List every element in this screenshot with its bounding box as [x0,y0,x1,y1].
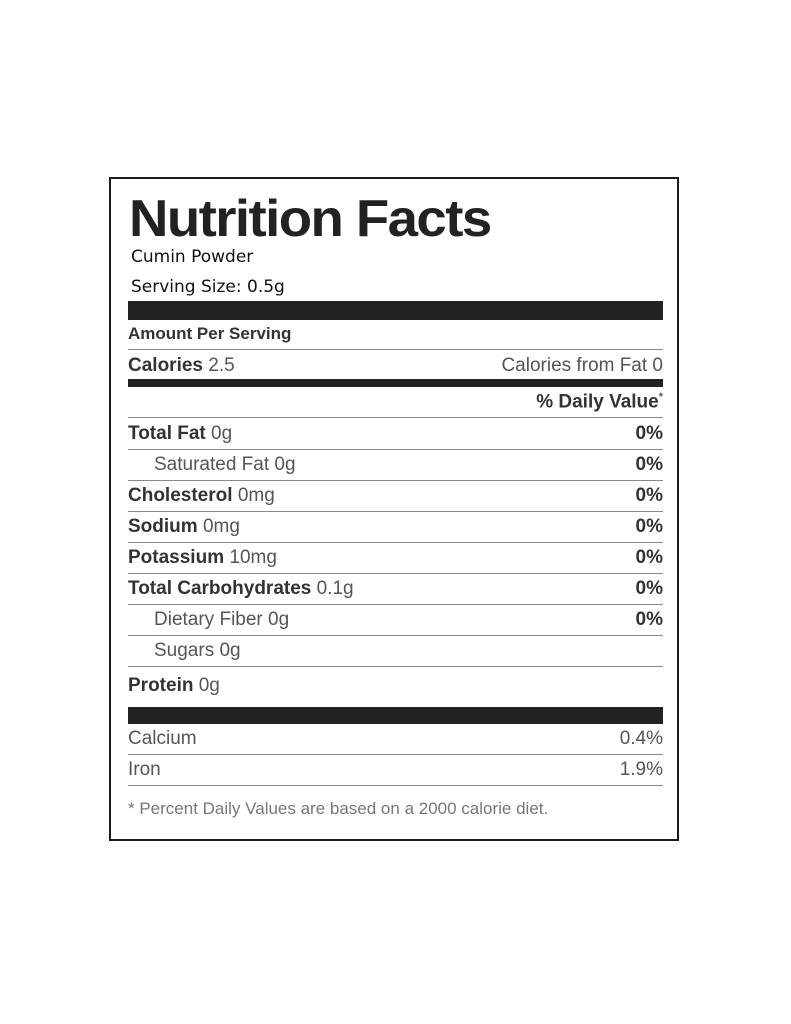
serving-size: Serving Size: 0.5g [131,277,285,297]
thick-divider [128,301,663,320]
vitamin-name: Calcium [128,728,197,749]
nutrient-row: Dietary Fiber 0g 0% [128,605,663,636]
calories-value: 2.5 [208,354,235,376]
nutrient-amount: 0.1g [316,578,354,599]
nutrient-row: Total Carbohydrates 0.1g 0% [128,574,663,605]
label-title: Nutrition Facts [129,190,492,248]
nutrient-daily-value: 0% [635,423,663,444]
nutrient-name: Protein [128,674,194,696]
nutrient-name: Total Carbohydrates [128,578,312,599]
medium-divider [128,379,663,387]
vitamin-row: Iron 1.9% [128,755,663,786]
nutrient-daily-value: 0% [635,516,663,537]
daily-value-asterisk: * [658,390,663,403]
calories-label: Calories [128,354,203,376]
nutrition-facts-label: Nutrition Facts Cumin Powder Serving Siz… [109,177,679,841]
nutrient-daily-value: 0% [635,578,663,599]
vitamin-row: Calcium 0.4% [128,724,663,755]
calories-from-fat: Calories from Fat 0 [501,354,663,376]
calories-row: Calories 2.5 Calories from Fat 0 [128,350,663,381]
nutrient-amount: 10mg [229,547,277,568]
nutrient-daily-value: 0% [635,609,663,630]
nutrient-amount: 0g [274,454,296,475]
nutrient-amount: 0g [211,423,233,444]
nutrient-row: Protein 0g [128,670,663,701]
product-name: Cumin Powder [131,247,254,267]
nutrient-name: Cholesterol [128,485,233,506]
nutrient-name: Sugars [154,640,215,661]
nutrient-amount: 0mg [202,516,240,537]
nutrient-amount: 0g [268,609,290,630]
daily-values-footnote: * Percent Daily Values are based on a 20… [128,799,549,818]
amount-per-serving: Amount Per Serving [128,324,292,343]
nutrient-row: Sugars 0g [128,636,663,667]
amount-per-serving-row: Amount Per Serving [128,319,663,350]
nutrient-name: Saturated Fat [154,454,270,475]
nutrient-row: Cholesterol 0mg 0% [128,481,663,512]
vitamin-name: Iron [128,759,161,780]
nutrient-row: Sodium 0mg 0% [128,512,663,543]
nutrient-daily-value: 0% [635,454,663,475]
vitamins-divider [128,707,663,724]
nutrient-daily-value: 0% [635,547,663,568]
nutrient-amount: 0g [198,674,220,696]
nutrient-row: Saturated Fat 0g 0% [128,450,663,481]
vitamin-value: 1.9% [619,759,663,780]
nutrient-amount: 0mg [237,485,275,506]
nutrient-amount: 0g [219,640,241,661]
nutrient-row: Total Fat 0g 0% [128,419,663,450]
nutrient-name: Total Fat [128,423,206,444]
nutrient-name: Dietary Fiber [154,609,263,630]
nutrient-daily-value: 0% [635,485,663,506]
nutrient-name: Potassium [128,547,225,568]
vitamin-value: 0.4% [619,728,663,749]
daily-value-header-row: % Daily Value* [128,387,663,418]
daily-value-header: % Daily Value* [536,390,663,413]
nutrient-row: Potassium 10mg 0% [128,543,663,574]
nutrient-name: Sodium [128,516,198,537]
